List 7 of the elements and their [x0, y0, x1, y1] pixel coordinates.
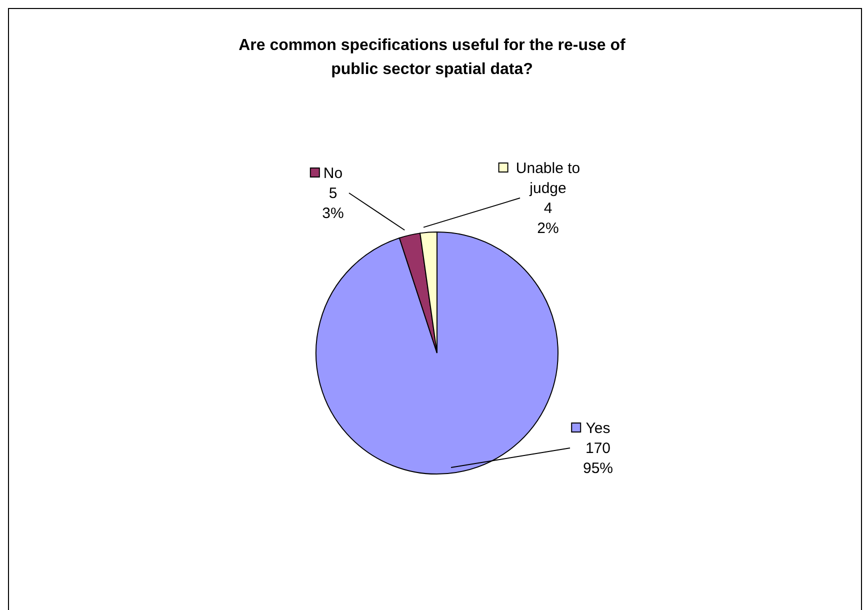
data-label: 4 2% [537, 200, 559, 237]
legend-label: No [323, 165, 343, 182]
data-label: 170 95% [582, 440, 614, 477]
legend-label: Unable to judge [516, 160, 580, 197]
data-label: 5 3% [322, 185, 344, 222]
chart-title: Are common specifications useful for the re-use of public sector spatial data? [238, 36, 626, 80]
legend-label: Yes [586, 420, 610, 437]
